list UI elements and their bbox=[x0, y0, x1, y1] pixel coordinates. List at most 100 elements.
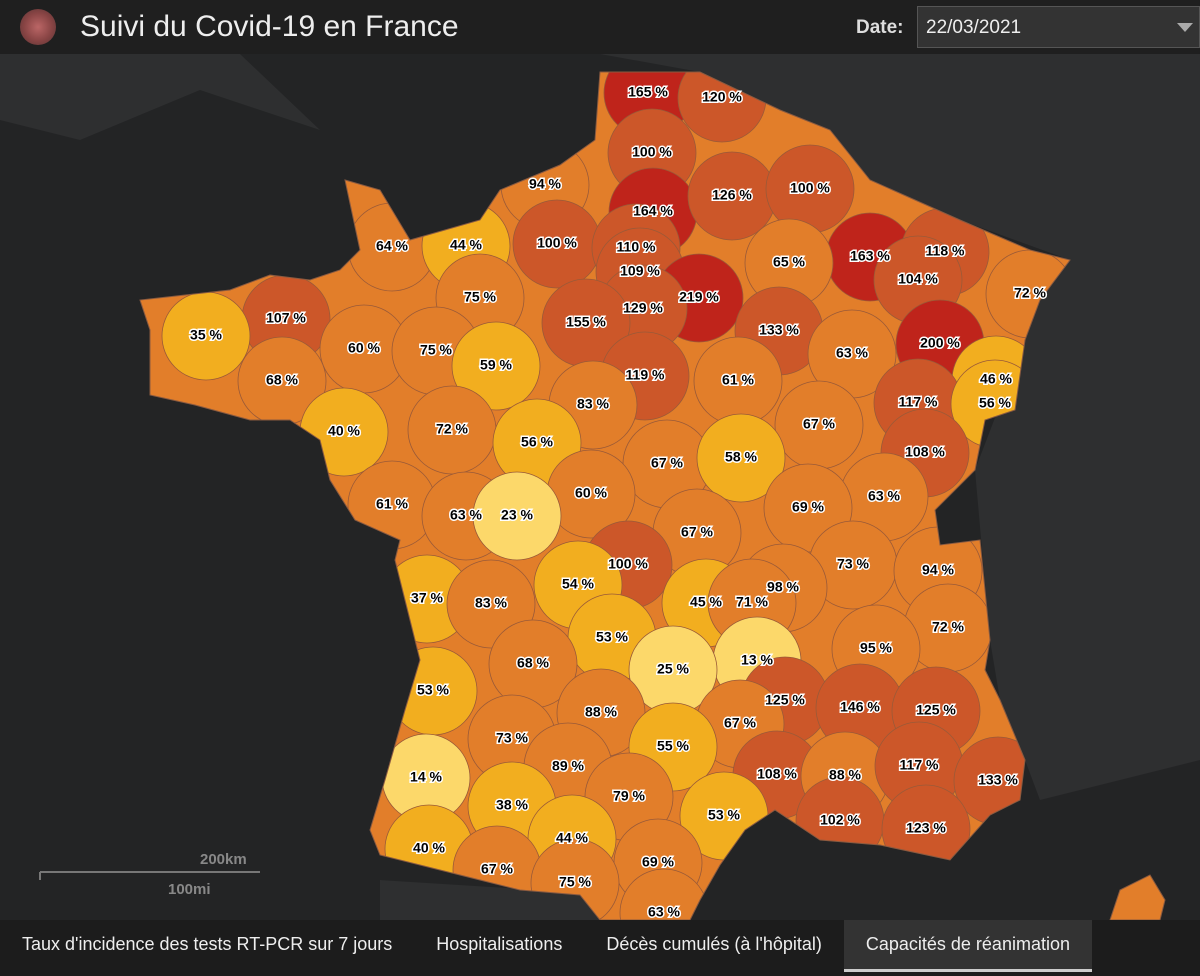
department-label: 165 % bbox=[628, 84, 668, 100]
department-label: 110 % bbox=[617, 239, 656, 255]
department-label: 65 % bbox=[773, 254, 805, 270]
department-label: 95 % bbox=[860, 640, 892, 656]
department-label: 23 % bbox=[501, 507, 533, 523]
department-label: 104 % bbox=[898, 271, 938, 287]
department-label: 69 % bbox=[792, 499, 824, 515]
department-label: 126 % bbox=[712, 187, 752, 203]
department-label: 129 % bbox=[623, 300, 663, 316]
department-label: 119 % bbox=[626, 367, 665, 383]
department bbox=[451, 321, 541, 411]
department-label: 38 % bbox=[496, 797, 528, 813]
department-label: 102 % bbox=[820, 812, 860, 828]
department-label: 67 % bbox=[681, 524, 713, 540]
department-label: 25 % bbox=[657, 661, 689, 677]
department-label: 69 % bbox=[642, 854, 674, 870]
department-label: 146 % bbox=[840, 699, 880, 715]
tab[interactable]: Taux d'incidence des tests RT-PCR sur 7 … bbox=[22, 934, 393, 954]
scale-km: 200km bbox=[200, 851, 247, 868]
department-label: 35 % bbox=[190, 327, 222, 343]
department-label: 45 % bbox=[690, 594, 722, 610]
department-label: 89 % bbox=[552, 758, 584, 774]
department-label: 61 % bbox=[722, 372, 754, 388]
tab[interactable]: Capacités de réanimation bbox=[843, 920, 1092, 972]
department-label: 120 % bbox=[702, 89, 742, 105]
department bbox=[472, 471, 562, 561]
department-label: 125 % bbox=[765, 692, 805, 708]
department-label: 94 % bbox=[922, 562, 954, 578]
department-label: 59 % bbox=[480, 357, 512, 373]
department-label: 118 % bbox=[926, 243, 965, 259]
department-label: 219 % bbox=[679, 289, 719, 305]
department-label: 108 % bbox=[905, 444, 945, 460]
department-label: 125 % bbox=[916, 702, 956, 718]
department-label: 40 % bbox=[413, 840, 445, 856]
department-label: 108 % bbox=[757, 766, 797, 782]
department-label: 133 % bbox=[978, 772, 1018, 788]
department-label: 61 % bbox=[376, 496, 408, 512]
department-label: 72 % bbox=[932, 619, 964, 635]
app-title: Suivi du Covid-19 en France bbox=[80, 10, 459, 43]
department-label: 88 % bbox=[829, 767, 861, 783]
department-label: 56 % bbox=[521, 434, 553, 450]
department-label: 100 % bbox=[608, 556, 648, 572]
department-label: 79 % bbox=[613, 788, 645, 804]
department-label: 71 % bbox=[736, 594, 768, 610]
department-label: 63 % bbox=[836, 345, 868, 361]
department-label: 164 % bbox=[633, 203, 673, 219]
department-label: 60 % bbox=[575, 485, 607, 501]
department-label: 100 % bbox=[632, 144, 672, 160]
department-label: 46 % bbox=[980, 371, 1012, 387]
tab[interactable]: Décès cumulés (à l'hôpital) bbox=[606, 934, 822, 954]
department-label: 75 % bbox=[420, 342, 452, 358]
department-label: 67 % bbox=[481, 861, 513, 877]
department-label: 68 % bbox=[266, 372, 298, 388]
department-label: 100 % bbox=[790, 180, 830, 196]
department-label: 67 % bbox=[803, 416, 835, 432]
tab[interactable]: Hospitalisations bbox=[436, 934, 563, 954]
department-label: 107 % bbox=[266, 310, 306, 326]
department-label: 13 % bbox=[741, 652, 773, 668]
department-label: 123 % bbox=[906, 820, 946, 836]
department-label: 75 % bbox=[464, 289, 496, 305]
department-label: 133 % bbox=[759, 322, 799, 338]
header: Suivi du Covid-19 en France Date: 22/03/… bbox=[0, 0, 1200, 54]
department-label: 94 % bbox=[529, 176, 561, 192]
department-label: 72 % bbox=[1014, 285, 1046, 301]
department-label: 73 % bbox=[837, 556, 869, 572]
department-label: 63 % bbox=[648, 904, 680, 920]
department-label: 14 % bbox=[410, 769, 442, 785]
department-label: 88 % bbox=[585, 704, 617, 720]
department-label: 117 % bbox=[899, 394, 938, 410]
department-label: 44 % bbox=[556, 830, 588, 846]
department-label: 200 % bbox=[920, 335, 960, 351]
department-label: 67 % bbox=[651, 455, 683, 471]
neighbor-land bbox=[0, 54, 1200, 920]
department-label: 44 % bbox=[450, 237, 482, 253]
department-label: 56 % bbox=[979, 395, 1011, 411]
department-label: 63 % bbox=[450, 507, 482, 523]
department-label: 98 % bbox=[767, 579, 799, 595]
department-label: 68 % bbox=[517, 655, 549, 671]
department-label: 75 % bbox=[559, 874, 591, 890]
department-label: 54 % bbox=[562, 576, 594, 592]
map[interactable]: 165 % 120 % 100 % 94 % 164 % 126 % 100 % 64 % 44… bbox=[0, 54, 1200, 920]
department-label: 37 % bbox=[411, 590, 443, 606]
department-label: 58 % bbox=[725, 449, 757, 465]
department bbox=[696, 413, 786, 503]
department-label: 55 % bbox=[657, 738, 689, 754]
department-label: 67 % bbox=[724, 715, 756, 731]
department-label: 83 % bbox=[577, 396, 609, 412]
department-label: 100 % bbox=[537, 235, 577, 251]
date-label: Date: bbox=[856, 17, 904, 38]
department-label: 40 % bbox=[328, 423, 360, 439]
department-label: 163 % bbox=[850, 248, 890, 264]
department-label: 83 % bbox=[475, 595, 507, 611]
department-label: 109 % bbox=[620, 263, 660, 279]
department-label: 53 % bbox=[417, 682, 449, 698]
date-select[interactable]: 22/03/2021 bbox=[917, 6, 1200, 48]
department-label: 72 % bbox=[436, 421, 468, 437]
department-label: 64 % bbox=[376, 238, 408, 254]
logo bbox=[20, 9, 56, 45]
department-label: 155 % bbox=[566, 314, 606, 330]
